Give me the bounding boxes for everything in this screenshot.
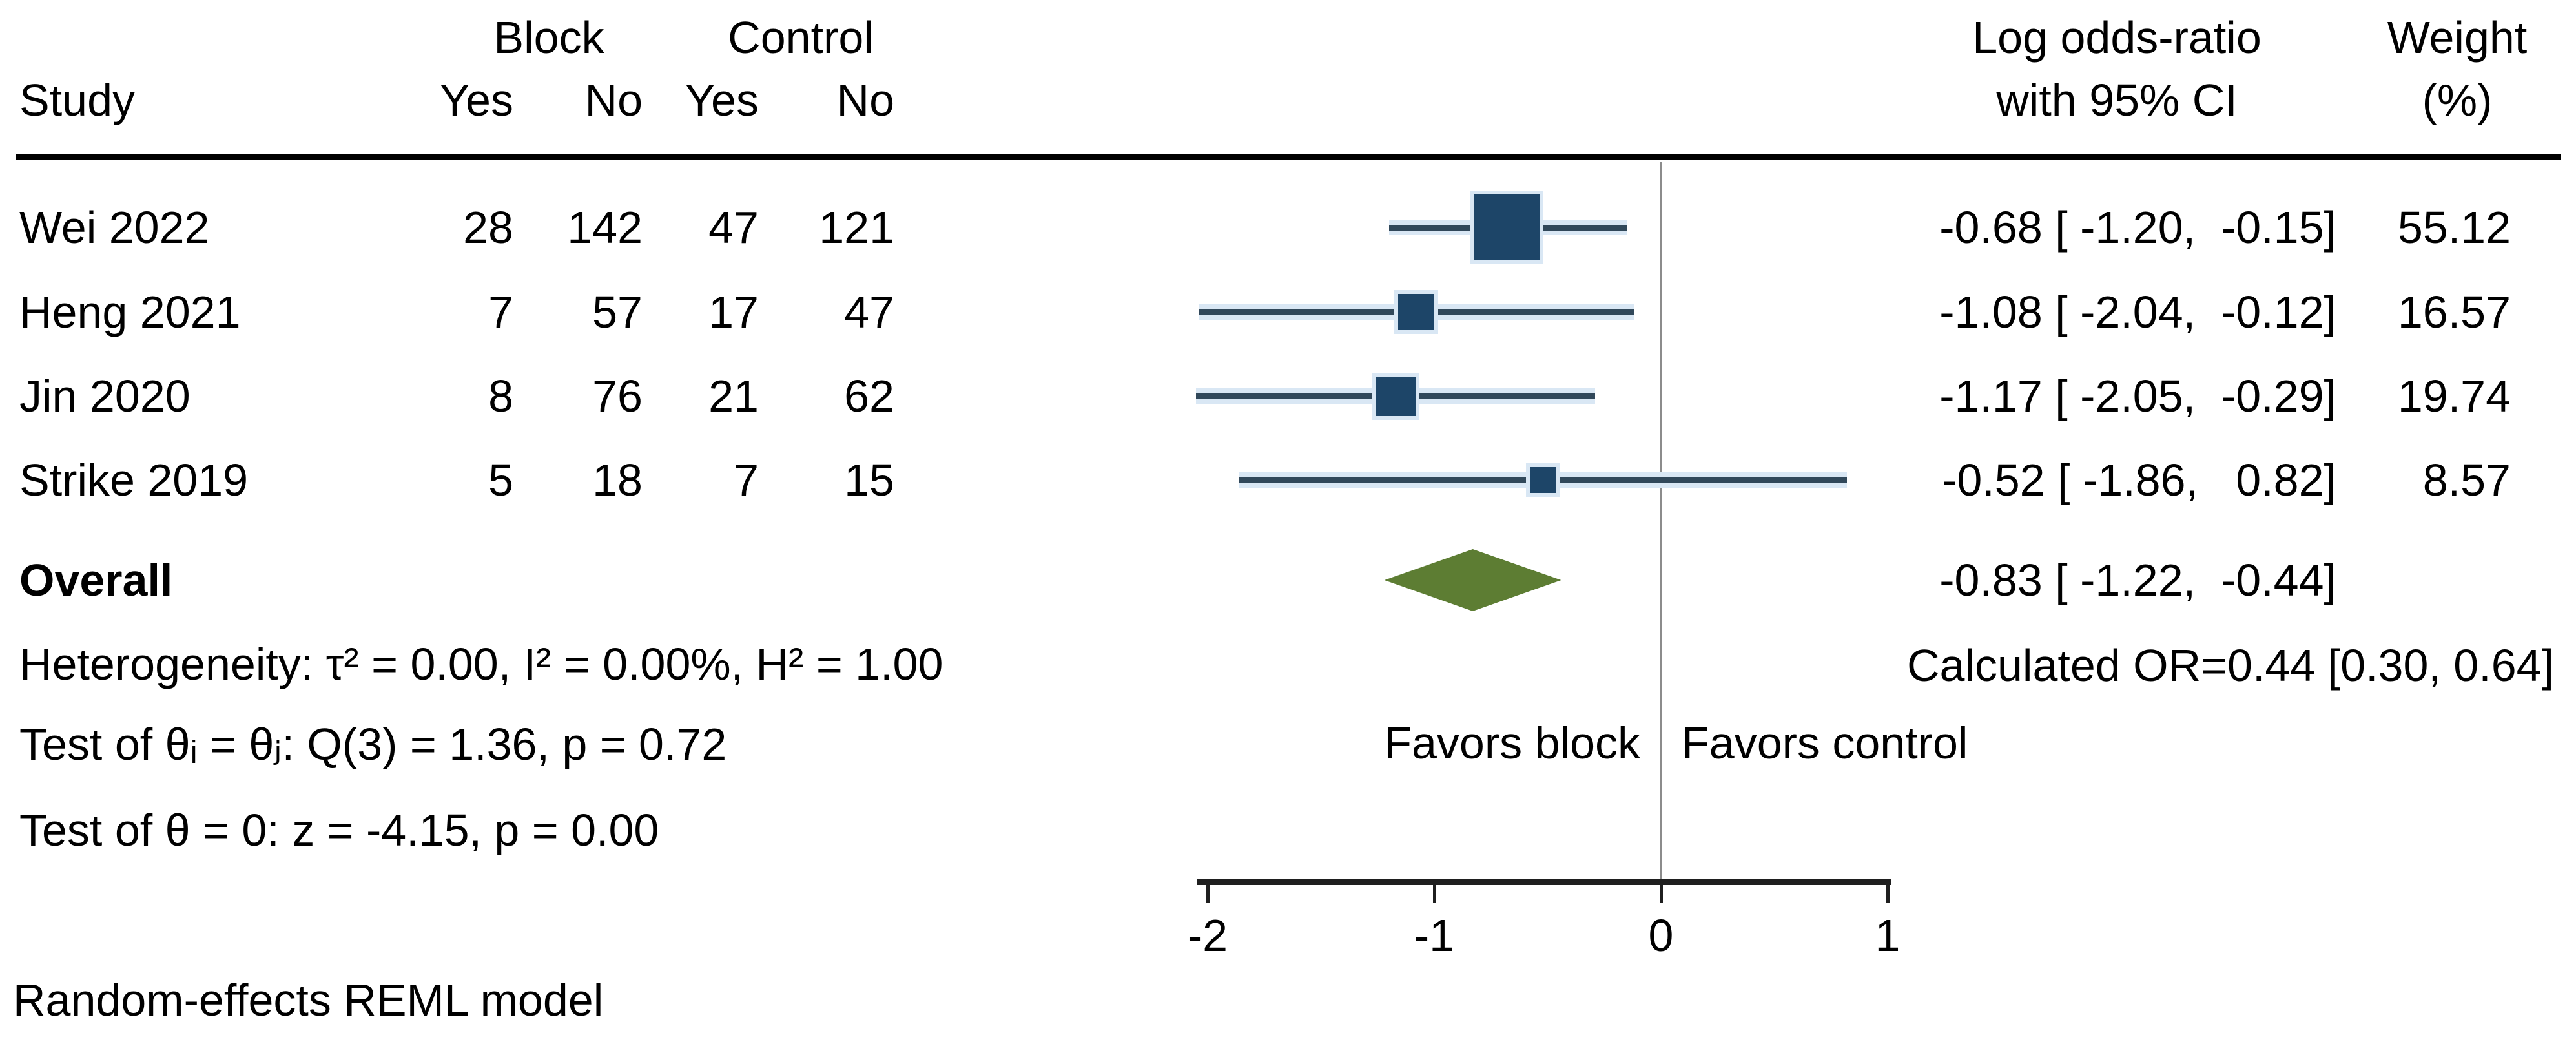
weight-value: 19.74 bbox=[2397, 371, 2511, 421]
block-no-header: No bbox=[584, 75, 643, 125]
model-footnote: Random-effects REML model bbox=[13, 975, 604, 1025]
control-group-header: Control bbox=[728, 12, 874, 63]
count-value: 18 bbox=[592, 455, 643, 505]
weight-value: 16.57 bbox=[2397, 287, 2511, 337]
axis-tick bbox=[1433, 885, 1436, 903]
axis-tick bbox=[1206, 885, 1210, 903]
count-value: 142 bbox=[567, 202, 643, 253]
axis-tick bbox=[1660, 885, 1663, 903]
count-value: 57 bbox=[592, 287, 643, 337]
study-name: Heng 2021 bbox=[19, 287, 241, 337]
block-group-header: Block bbox=[493, 12, 604, 63]
count-value: 28 bbox=[463, 202, 513, 253]
control-no-header: No bbox=[836, 75, 894, 125]
test-zero-line: Test of θ = 0: z = -4.15, p = 0.00 bbox=[19, 805, 659, 855]
effect-header-line1: Log odds-ratio bbox=[1972, 12, 2262, 63]
count-value: 21 bbox=[708, 371, 759, 421]
favors-left-label: Favors block bbox=[1384, 718, 1640, 768]
study-name: Jin 2020 bbox=[19, 371, 191, 421]
overall-effect-value: -0.83 [ -1.22, -0.44] bbox=[1939, 555, 2336, 605]
effect-header-line2: with 95% CI bbox=[1996, 75, 2238, 125]
count-value: 8 bbox=[488, 371, 513, 421]
effect-ci-text: -1.08 [ -2.04, -0.12] bbox=[1939, 287, 2336, 337]
heterogeneity-line: Heterogeneity: τ² = 0.00, I² = 0.00%, H²… bbox=[19, 639, 943, 689]
effect-square bbox=[1376, 376, 1416, 416]
weight-header-line2: (%) bbox=[2422, 75, 2493, 125]
count-value: 76 bbox=[592, 371, 643, 421]
study-name: Strike 2019 bbox=[19, 455, 249, 505]
axis-tick bbox=[1886, 885, 1890, 903]
weight-value: 8.57 bbox=[2422, 455, 2511, 505]
test-between-line: Test of θᵢ = θⱼ: Q(3) = 1.36, p = 0.72 bbox=[19, 719, 727, 769]
count-value: 62 bbox=[844, 371, 894, 421]
weight-header-line1: Weight bbox=[2387, 12, 2528, 63]
overall-label: Overall bbox=[19, 555, 173, 605]
weight-value: 55.12 bbox=[2397, 202, 2511, 253]
count-value: 7 bbox=[734, 455, 759, 505]
axis-tick-label: 1 bbox=[1875, 910, 1901, 961]
zero-reference-line bbox=[1660, 162, 1662, 881]
count-value: 121 bbox=[819, 202, 894, 253]
effect-ci-text: -0.68 [ -1.20, -0.15] bbox=[1939, 202, 2336, 253]
axis-tick-label: -2 bbox=[1187, 910, 1228, 961]
count-value: 7 bbox=[488, 287, 513, 337]
block-yes-header: Yes bbox=[439, 75, 513, 125]
axis-tick-label: 0 bbox=[1648, 910, 1674, 961]
study-column-header: Study bbox=[19, 75, 135, 125]
effect-ci-text: -0.52 [ -1.86, 0.82] bbox=[1942, 455, 2336, 505]
effect-square bbox=[1474, 194, 1540, 260]
x-axis-line bbox=[1197, 879, 1891, 885]
favors-right-label: Favors control bbox=[1682, 718, 1968, 768]
header-rule bbox=[16, 154, 2561, 160]
axis-tick-label: -1 bbox=[1414, 910, 1455, 961]
calculated-or-note: Calculated OR=0.44 [0.30, 0.64] bbox=[1906, 640, 2554, 691]
effect-square bbox=[1530, 467, 1556, 493]
count-value: 5 bbox=[488, 455, 513, 505]
overall-diamond bbox=[1384, 549, 1561, 611]
count-value: 47 bbox=[844, 287, 894, 337]
effect-square bbox=[1397, 294, 1434, 330]
count-value: 15 bbox=[844, 455, 894, 505]
control-yes-header: Yes bbox=[685, 75, 759, 125]
count-value: 47 bbox=[708, 202, 759, 253]
effect-ci-text: -1.17 [ -2.05, -0.29] bbox=[1939, 371, 2336, 421]
study-name: Wei 2022 bbox=[19, 202, 210, 253]
count-value: 17 bbox=[708, 287, 759, 337]
